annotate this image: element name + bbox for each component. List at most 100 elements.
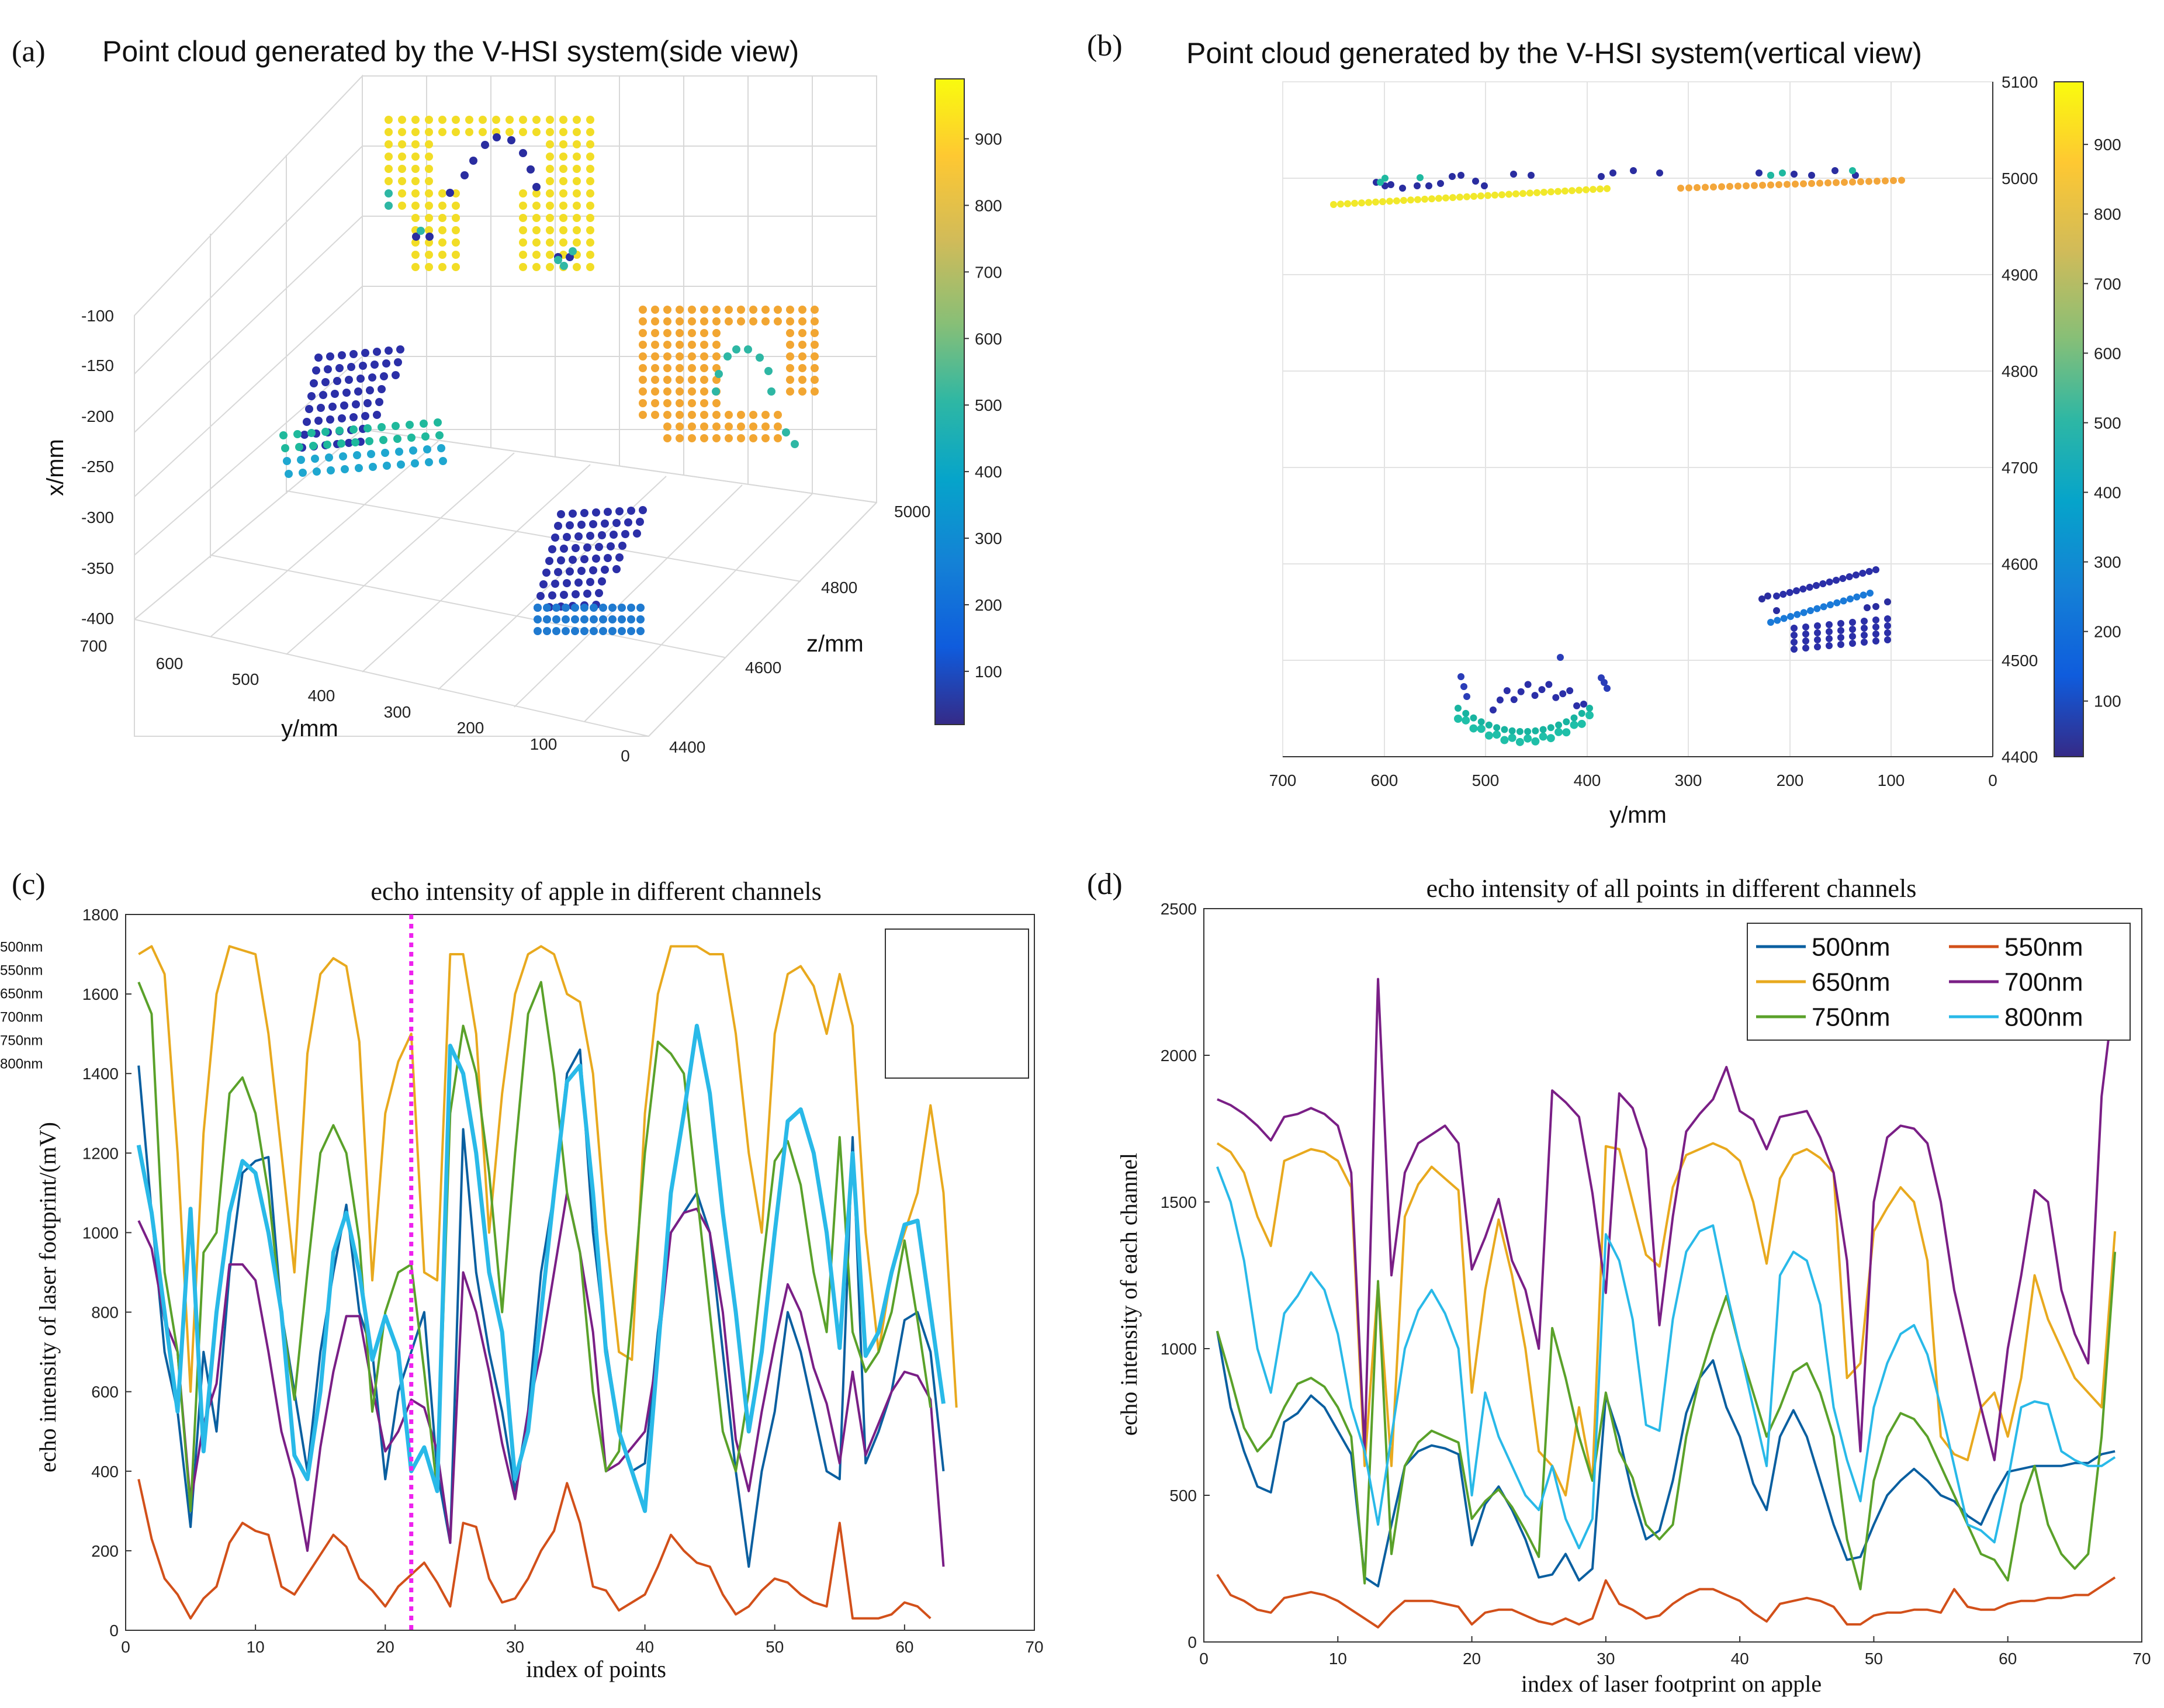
cloud-point <box>663 399 671 407</box>
panel-a-xlabel: y/mm <box>281 716 338 742</box>
cloud-point <box>361 349 369 357</box>
cloud-point <box>365 437 373 445</box>
cloud-point <box>559 226 567 234</box>
cloud-point <box>700 352 708 361</box>
tick-a-x8: 0 <box>621 747 630 765</box>
cloud-point <box>1400 197 1407 204</box>
cloud-point <box>586 165 594 173</box>
cloud-point <box>507 136 515 144</box>
cloud-point <box>1573 702 1581 709</box>
cloud-point <box>639 399 647 407</box>
cloud-point <box>1767 619 1774 626</box>
cloud-point <box>317 404 325 412</box>
cloud-point <box>1477 718 1485 726</box>
cloud-point <box>368 373 376 382</box>
cloud-point <box>1484 192 1491 199</box>
cloud-point <box>1800 609 1808 616</box>
cloud-point <box>438 116 446 124</box>
cloud-point <box>1528 172 1535 179</box>
cloud-point <box>725 411 733 419</box>
cloud-point <box>589 520 597 528</box>
cloud-point <box>409 446 417 455</box>
cloud-point <box>307 429 316 437</box>
cloud-point <box>425 153 433 161</box>
cloud-point <box>345 439 353 447</box>
cloud-point <box>363 399 372 407</box>
cloud-point <box>293 430 302 438</box>
cloud-point <box>373 348 381 356</box>
tick-a-y7: -400 <box>81 609 114 628</box>
cloud-point <box>532 183 541 191</box>
cloud-point <box>371 361 379 369</box>
cloud-point <box>519 214 527 222</box>
cloud-point <box>663 376 671 384</box>
cloud-point <box>532 238 541 247</box>
cloud-point <box>676 434 684 442</box>
cloud-point <box>1555 721 1563 729</box>
cloud-point <box>560 262 568 270</box>
cloud-point <box>573 165 581 173</box>
cloud-point <box>539 580 548 588</box>
cloud-point <box>1685 184 1692 192</box>
panel-a-xaxis-ticks: 700 600 500 400 300 200 100 0 <box>80 637 630 765</box>
x-tick-label: 30 <box>1597 1650 1615 1668</box>
cloud-point <box>798 306 806 314</box>
cloud-point <box>1884 615 1891 622</box>
cloud-point <box>1477 192 1484 200</box>
cloud-point <box>627 507 635 515</box>
cloud-point <box>1477 725 1486 733</box>
cloud-point <box>1864 604 1871 611</box>
panel-b-point-cloud <box>1330 167 1905 746</box>
cloud-point <box>651 376 659 384</box>
cloud-point <box>700 376 708 384</box>
cloud-point <box>1820 603 1827 611</box>
cloud-point <box>1773 607 1780 614</box>
cloud-point <box>786 376 794 384</box>
cloud-point <box>1577 719 1586 728</box>
cloud-point <box>1462 716 1470 725</box>
cloud-point <box>1837 634 1844 641</box>
cloud-point <box>411 263 420 271</box>
cloud-point <box>1414 182 1421 189</box>
colorbar-tick-label: 400 <box>2094 484 2121 502</box>
cloud-point <box>546 189 554 198</box>
cloud-point <box>1807 607 1814 614</box>
cloud-point <box>1493 730 1501 739</box>
cloud-point <box>586 532 594 540</box>
panel-d-xlabel: index of laser footprint on apple <box>1521 1671 1822 1697</box>
y-tick-label: 1000 <box>1161 1340 1197 1358</box>
cloud-point <box>1552 694 1560 701</box>
cloud-point <box>1884 636 1891 643</box>
cloud-point <box>1775 181 1782 188</box>
cloud-point <box>592 508 600 517</box>
cloud-point <box>563 579 571 587</box>
cloud-point <box>1872 630 1879 638</box>
cloud-point <box>1849 178 1856 186</box>
cloud-point <box>627 627 635 635</box>
cloud-point <box>764 367 773 375</box>
cloud-point <box>411 459 419 467</box>
x-tick-label: 60 <box>1999 1650 2017 1668</box>
cloud-point <box>624 518 632 526</box>
cloud-point <box>1846 573 1853 580</box>
cloud-point <box>1601 679 1608 686</box>
cloud-point <box>534 627 542 635</box>
cloud-point <box>712 434 721 442</box>
cloud-point <box>612 565 621 573</box>
cloud-point <box>411 153 420 161</box>
cloud-point <box>811 364 819 372</box>
cloud-point <box>281 444 289 452</box>
cloud-point <box>712 399 721 407</box>
tick-b-y2: 5000 <box>2002 169 2038 188</box>
panel-c-xlabel: index of points <box>526 1656 666 1682</box>
cloud-point <box>663 364 671 372</box>
cloud-point <box>519 202 527 210</box>
cloud-point <box>559 153 567 161</box>
cloud-point <box>378 385 386 393</box>
cloud-point <box>452 251 460 259</box>
cloud-point <box>1576 186 1583 194</box>
tick-a-y1: -100 <box>81 307 114 325</box>
cloud-point <box>323 441 331 449</box>
cloud-point <box>425 202 433 210</box>
panel-b: (b) Point cloud generated by the V-HSI s… <box>1087 29 2121 828</box>
